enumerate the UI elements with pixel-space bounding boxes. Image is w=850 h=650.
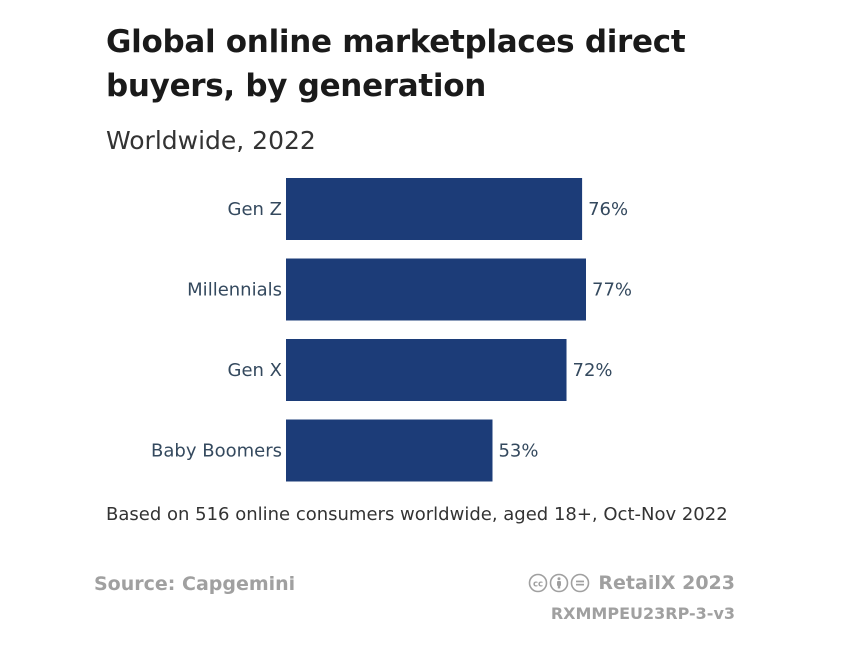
value-label: 76% — [588, 199, 628, 220]
bar-gen-z — [286, 178, 583, 240]
chart-subtitle: Worldwide, 2022 — [106, 126, 316, 155]
bar-millennials — [286, 258, 586, 321]
category-label: Baby Boomers — [151, 441, 282, 462]
source-label: Source: Capgemini — [94, 573, 296, 595]
chart-note: Based on 516 online consumers worldwide,… — [106, 504, 728, 525]
brand-credit: cc RetailX 2023 — [528, 572, 735, 594]
svg-text:cc: cc — [533, 580, 543, 590]
value-label: 72% — [573, 360, 613, 381]
bar-baby-boomers — [286, 419, 493, 482]
category-label: Gen X — [228, 360, 282, 381]
brand-label: RetailX 2023 — [598, 572, 735, 594]
value-label: 53% — [498, 441, 538, 462]
creative-commons-by-nd-icon: cc — [528, 573, 590, 593]
report-code: RXMMPEU23RP-3-v3 — [550, 604, 735, 623]
category-label: Millennials — [187, 280, 282, 301]
chart-title: Global online marketplaces direct buyers… — [106, 24, 686, 104]
category-label: Gen Z — [228, 199, 282, 220]
bar-chart: Gen Z 76% Millennials 77% Gen X 72% Baby Boome… — [151, 178, 632, 482]
value-label: 77% — [592, 280, 632, 301]
bar-gen-x — [286, 339, 567, 401]
